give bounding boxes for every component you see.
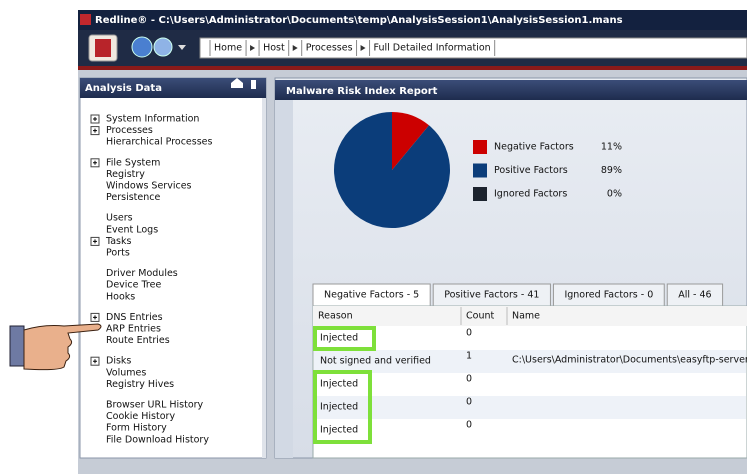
sidebar-item[interactable]: Registry [106,169,145,180]
sidebar-item[interactable]: Users [106,213,133,224]
expand-plus [93,239,97,244]
expand-plus [93,117,97,121]
sidebar-item[interactable]: Hierarchical Processes [106,137,213,148]
sidebar-item[interactable]: Event Logs [106,224,158,235]
report-header [275,80,747,100]
sidebar [79,77,267,459]
sidebar-item[interactable]: Windows Services [106,181,192,192]
sidebar-item[interactable]: DNS Entries [106,312,163,323]
breadcrumb-arrow[interactable] [360,45,366,51]
sidebar-item[interactable]: Device Tree [106,280,161,291]
legend-value: 0% [607,189,622,200]
pie-slice [333,112,450,228]
title-bar [78,10,747,30]
breadcrumb-arrow[interactable] [292,45,298,51]
highlight-box [313,326,376,351]
tab-label[interactable]: Negative Factors - 5 [324,290,419,301]
sidebar-item[interactable]: File Download History [106,434,209,445]
report-margin [275,100,293,458]
tab-label[interactable]: All - 46 [678,290,711,301]
sidebar-item[interactable]: Volumes [106,367,146,378]
expand-plus [93,359,97,364]
column-header[interactable]: Reason [318,311,353,322]
toolbar-stripe [78,66,747,70]
column-header[interactable]: Count [466,311,494,322]
sidebar-item[interactable]: Persistence [106,192,160,203]
sidebar-title: Analysis Data [85,83,162,94]
back-button[interactable] [131,36,153,58]
breadcrumb-item[interactable]: Processes [306,43,353,54]
cell-count[interactable]: 0 [466,374,472,385]
breadcrumb-bar [199,37,747,59]
highlight-box [313,370,372,444]
window-title: Redline® - C:\Users\Administrator\Docume… [95,15,623,26]
legend-swatch [473,187,487,201]
sidebar-item[interactable]: Tasks [105,236,132,247]
breadcrumb-item[interactable]: Full Detailed Information [374,43,491,54]
cell-name[interactable]: C:\Users\Administrator\Documents\easyftp… [512,355,747,366]
sidebar-scroll [262,98,266,458]
cell-count[interactable]: 0 [466,397,472,408]
cell-reason[interactable]: Injected [320,333,358,344]
sidebar-item[interactable]: Browser URL History [106,400,204,411]
expand-plus [93,128,97,133]
legend-label: Positive Factors [494,165,568,176]
tab-label[interactable]: Ignored Factors - 0 [564,290,653,301]
cell-reason[interactable]: Injected [320,379,358,390]
sidebar-item[interactable]: Processes [106,125,153,136]
cell-count[interactable]: 1 [466,351,472,362]
sidebar-header [80,78,266,98]
sidebar-item[interactable]: System Information [106,114,199,125]
forward-button[interactable] [153,37,173,57]
cell-reason[interactable]: Injected [320,425,358,436]
cell-reason[interactable]: Not signed and verified [320,356,431,367]
history-dropdown[interactable] [178,45,186,50]
expand-plus [93,160,97,165]
pie-slice [392,112,429,170]
app-icon [80,14,91,25]
table [312,305,747,459]
sidebar-item[interactable]: Hooks [106,291,135,302]
legend-label: Negative Factors [494,142,574,153]
legend-label: Ignored Factors [494,189,567,200]
cell-reason[interactable]: Injected [320,402,358,413]
legend-swatch [473,140,487,154]
logo-mark [95,39,111,57]
expand-plus [93,315,97,320]
pointing-hand [9,323,102,371]
report-title: Malware Risk Index Report [286,86,438,97]
sidebar-item[interactable]: Driver Modules [106,268,178,279]
legend-value: 89% [601,165,622,176]
row-stripe [314,396,746,419]
sidebar-item[interactable]: Route Entries [106,335,170,346]
tab-label[interactable]: Positive Factors - 41 [444,290,539,301]
cell-count[interactable]: 0 [466,420,472,431]
home-icon[interactable] [231,78,243,88]
breadcrumb-item[interactable]: Home [214,43,242,54]
legend-swatch [473,163,487,178]
pin-icon[interactable] [251,80,256,89]
sidebar-item[interactable]: ARP Entries [106,324,161,335]
sidebar-item[interactable]: Form History [106,423,167,434]
breadcrumb-arrow[interactable] [250,45,256,51]
cell-count[interactable]: 0 [466,328,472,339]
sidebar-item[interactable]: Cookie History [106,411,175,422]
sidebar-item[interactable]: Registry Hives [106,379,174,390]
row-stripe [314,350,746,373]
sidebar-item[interactable]: File System [106,157,160,168]
sidebar-item[interactable]: Ports [106,248,130,259]
legend-value: 11% [601,142,622,153]
sidebar-item[interactable]: Disks [106,356,131,367]
breadcrumb-item[interactable]: Host [263,43,285,54]
table-header [313,306,747,326]
column-header[interactable]: Name [512,311,540,322]
